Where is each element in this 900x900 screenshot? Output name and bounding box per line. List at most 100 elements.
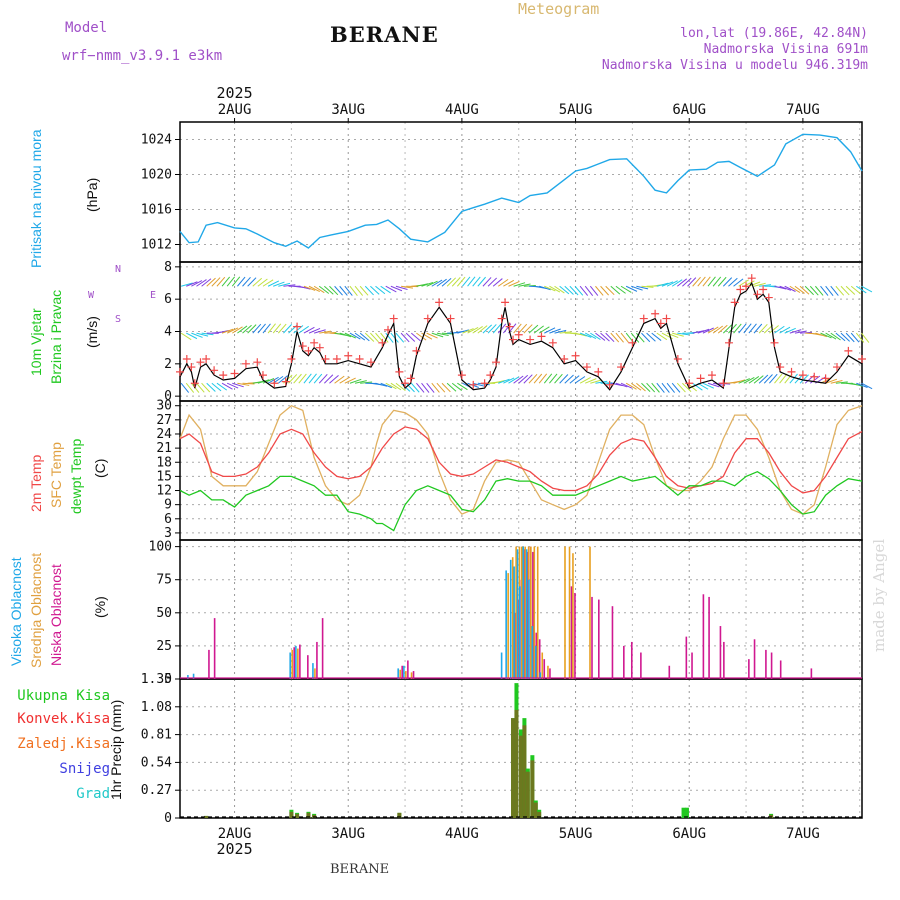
cloud-high-bar xyxy=(509,559,512,679)
compass-n: N xyxy=(115,264,121,275)
wind-barb xyxy=(462,276,471,287)
cloud-low-bar xyxy=(213,618,216,679)
wind-barb xyxy=(615,285,626,294)
wind-barb xyxy=(784,285,796,292)
wind-barb xyxy=(615,332,624,343)
wind-barb xyxy=(508,376,519,384)
wind-barb xyxy=(298,285,311,290)
wind-barb xyxy=(206,277,216,287)
wind-barb xyxy=(569,375,580,384)
wind-barb xyxy=(707,326,719,334)
wind-gust-marker xyxy=(673,354,682,363)
temp-sfc-line xyxy=(179,404,863,515)
wind-barb xyxy=(380,332,389,343)
wind-barb xyxy=(600,332,610,342)
wind-barb xyxy=(201,382,211,393)
wind-barb xyxy=(595,380,608,384)
wind-unit: (m/s) xyxy=(84,316,100,348)
wind-barb xyxy=(590,332,601,340)
wind-barb xyxy=(809,375,821,384)
wind-barb xyxy=(646,332,656,342)
wind-barb xyxy=(421,332,433,340)
wind-barb xyxy=(436,278,447,287)
wind-barb xyxy=(641,382,651,392)
wind-barb xyxy=(559,331,572,334)
precip-total-bar xyxy=(681,807,686,818)
ytick-label-precip: 1.35 xyxy=(141,672,172,687)
wind-barb xyxy=(692,330,705,334)
cloud-low-bar xyxy=(723,641,725,679)
wind-barb xyxy=(211,382,222,392)
cloud-low-bar xyxy=(779,660,782,679)
wind-barb xyxy=(201,332,214,336)
wind-gust-marker xyxy=(844,346,853,355)
wind-barb xyxy=(707,276,716,287)
wind-barb xyxy=(820,332,832,339)
wind-gust-marker xyxy=(605,380,614,389)
ytick-label-precip: 0 xyxy=(164,811,172,826)
wind-barb xyxy=(809,285,819,296)
meteogram-label: Meteogram xyxy=(518,0,600,18)
legend-zaledj-kisa: Zaledj.Kisa xyxy=(17,736,110,752)
wind-gust-marker xyxy=(406,374,415,383)
cloud-high-bar xyxy=(312,663,314,679)
wind-barb xyxy=(815,285,824,296)
cloud-unit: (%) xyxy=(92,596,108,618)
day-label-bottom: 7AUG xyxy=(786,826,820,842)
wind-gust-marker xyxy=(355,354,364,363)
wind-barb xyxy=(830,285,839,296)
wind-barb xyxy=(421,281,434,287)
wind-barb xyxy=(707,382,720,388)
wind-barb xyxy=(508,280,520,287)
cloud-mid-bar xyxy=(521,546,523,679)
wind-barb xyxy=(768,373,778,384)
wind-barb xyxy=(728,323,737,334)
cloud-high-bar xyxy=(192,673,195,679)
legend-ukupna-kisa: Ukupna Kisa xyxy=(17,688,110,704)
wind-gust-marker xyxy=(190,379,199,388)
ytick-label-wind: 8 xyxy=(164,260,172,275)
wind-barb xyxy=(385,285,397,293)
wind-barb xyxy=(661,281,674,287)
cloud-mid-bar xyxy=(399,669,401,679)
wind-barb xyxy=(579,377,591,384)
wind-barb xyxy=(221,328,234,334)
wind-barb xyxy=(625,382,637,390)
wind-barb xyxy=(585,378,597,384)
wind-barb xyxy=(569,285,579,296)
wind-barb xyxy=(487,324,497,334)
wind-barb xyxy=(554,285,565,294)
wind-barb xyxy=(799,374,809,384)
wind-barb xyxy=(600,285,609,296)
wind-barb xyxy=(733,323,742,334)
wind-barb xyxy=(692,276,701,287)
wind-barb xyxy=(682,382,692,392)
wind-barb xyxy=(861,382,873,390)
legend-snijeg: Snijeg xyxy=(59,761,110,777)
elevation-label: Nadmorska Visina 691m xyxy=(703,42,868,57)
cloud-low-bar xyxy=(685,636,688,679)
cloud-high-bar xyxy=(522,546,525,679)
wind-barb xyxy=(436,382,446,393)
wind-barb xyxy=(815,332,828,338)
wind-barb xyxy=(216,276,226,287)
wind-gust-marker xyxy=(594,367,603,376)
wind-barb xyxy=(395,382,406,392)
wind-barb xyxy=(380,285,391,294)
wind-gust-marker xyxy=(685,379,694,388)
wind-gust-marker xyxy=(571,351,580,360)
wind-barb xyxy=(405,382,415,393)
cloud-low-bar xyxy=(299,644,301,679)
wind-barb xyxy=(308,327,321,334)
wind-barb xyxy=(712,325,724,334)
precip-convective-bar xyxy=(289,811,294,818)
wind-barb xyxy=(610,285,621,295)
wind-gust-marker xyxy=(764,293,773,302)
wind-gust-marker xyxy=(491,358,500,367)
wind-barb xyxy=(549,328,561,334)
wind-barb xyxy=(641,332,651,343)
ytick-label-pressure: 1012 xyxy=(141,238,172,253)
wind-barb xyxy=(385,332,394,343)
wind-barb xyxy=(344,332,356,339)
wind-barb xyxy=(185,382,195,393)
